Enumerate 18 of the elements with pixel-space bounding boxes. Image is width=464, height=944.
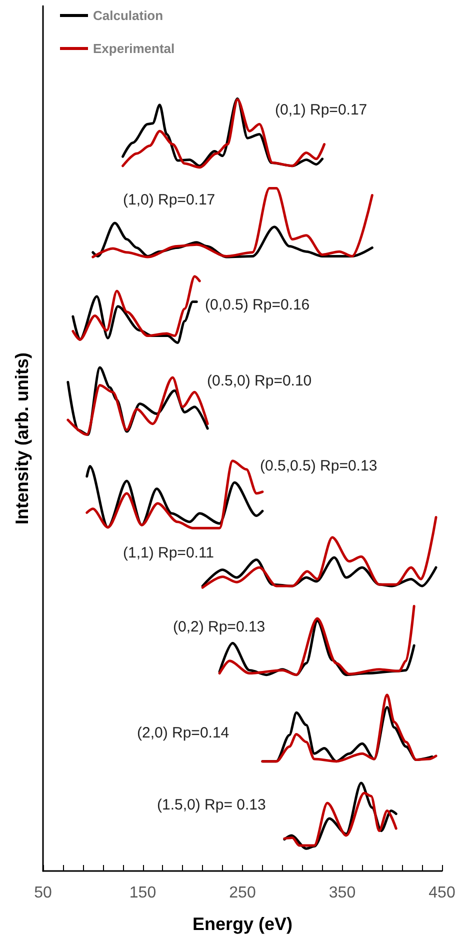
- x-tick-label: 450: [428, 884, 456, 902]
- x-tick-label: 350: [328, 884, 356, 902]
- x-tick-label: 250: [229, 884, 256, 902]
- x-tick-label: 150: [129, 884, 156, 902]
- legend-label: Calculation: [93, 8, 164, 23]
- y-axis-title: Intensity (arb. units): [12, 352, 32, 525]
- annotation: (0.5,0) Rp=0.10: [207, 372, 312, 390]
- annotation: (1.5,0) Rp= 0.13: [157, 796, 266, 814]
- x-tick-label: 50: [34, 884, 52, 902]
- annotation: (1,1) Rp=0.11: [123, 544, 214, 562]
- annotation: (0,2) Rp=0.13: [173, 618, 266, 636]
- annotation: (0,0.5) Rp=0.16: [205, 296, 310, 314]
- legend-label: Experimental: [93, 41, 175, 56]
- annotation: (0.5,0.5) Rp=0.13: [260, 458, 378, 474]
- annotation: (1,0) Rp=0.17: [123, 192, 216, 208]
- x-axis-title: Energy (eV): [192, 914, 293, 934]
- annotation: (2,0) Rp=0.14: [137, 724, 230, 742]
- annotation: (0,1) Rp=0.17: [275, 102, 368, 118]
